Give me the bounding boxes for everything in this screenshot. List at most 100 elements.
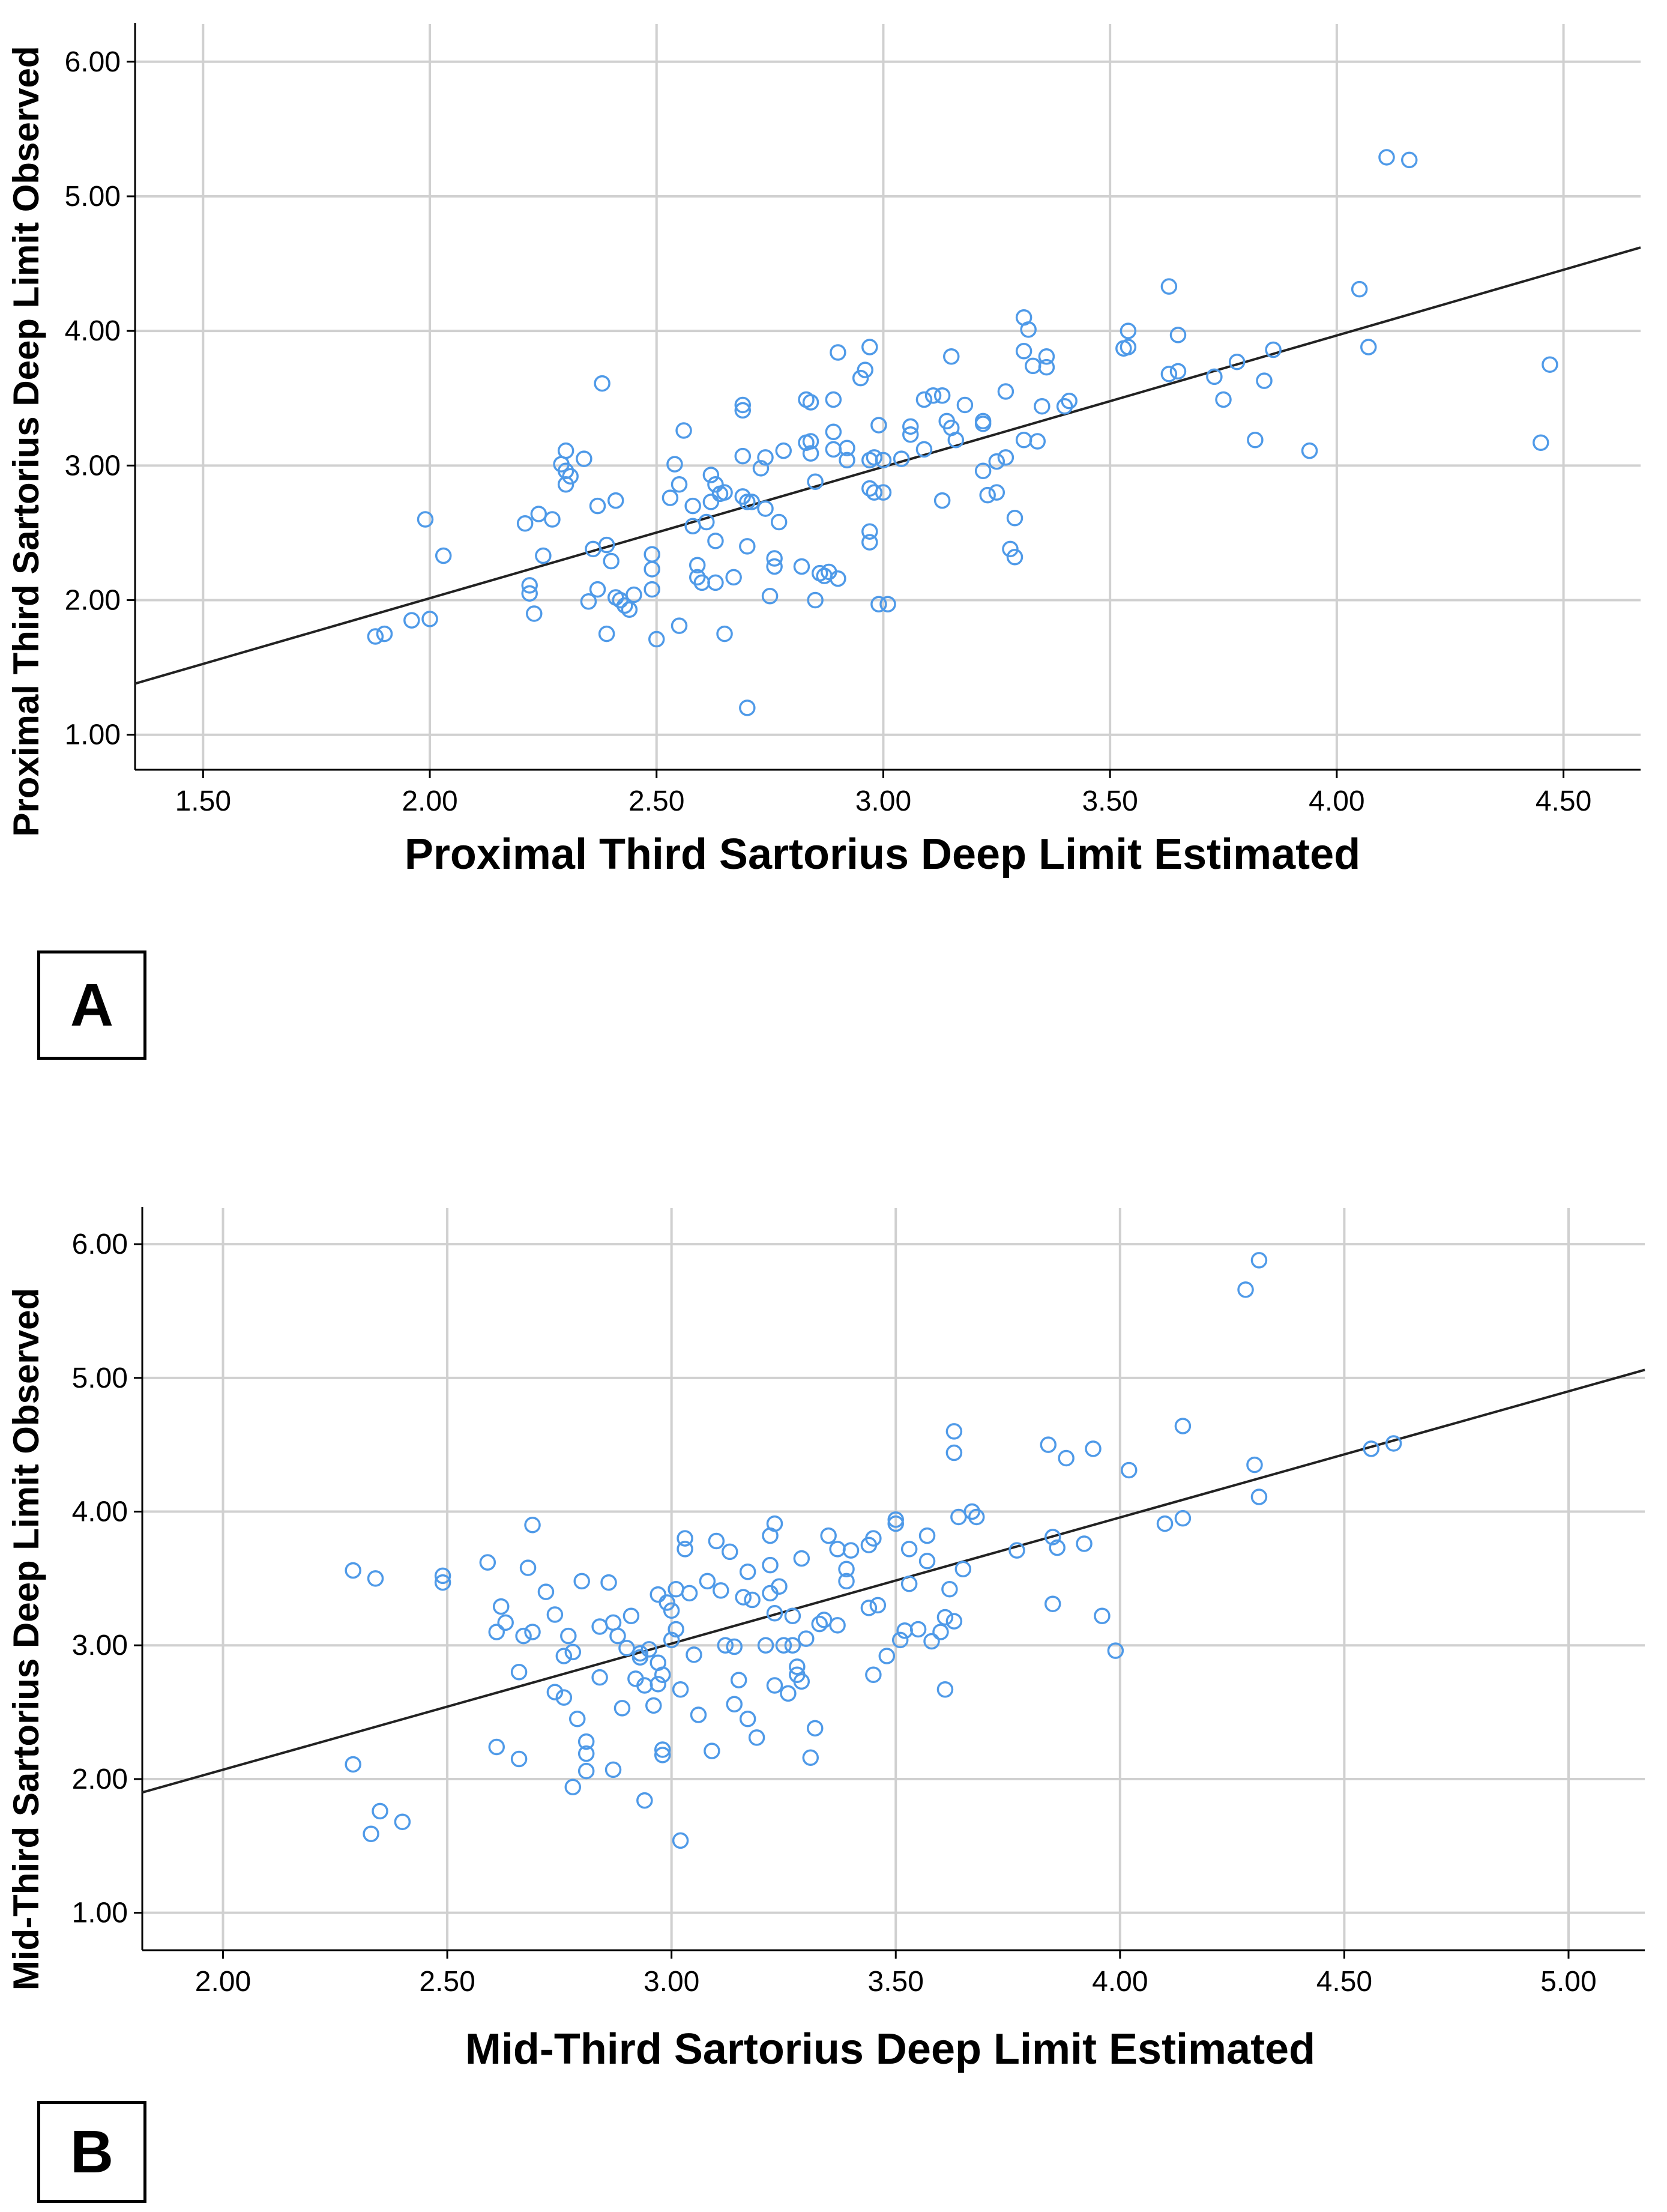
data-point	[861, 534, 878, 551]
y-tick-label: 3.00	[65, 450, 121, 482]
data-point	[739, 494, 756, 510]
data-point	[555, 1689, 573, 1706]
data-point	[1038, 348, 1055, 365]
data-point	[945, 1423, 963, 1440]
data-point	[954, 1561, 972, 1578]
data-point	[739, 538, 756, 555]
data-point	[1020, 321, 1037, 338]
data-point	[421, 611, 438, 627]
data-point	[762, 1556, 779, 1574]
grid-b	[142, 1208, 1645, 1950]
data-point	[544, 511, 561, 528]
data-point	[1301, 442, 1318, 459]
data-point	[672, 1681, 689, 1698]
data-point	[909, 1621, 927, 1638]
data-point	[1044, 1595, 1061, 1612]
data-point	[560, 1627, 577, 1645]
data-point	[1015, 343, 1032, 360]
x-tick-label: 2.50	[629, 785, 684, 817]
data-point	[662, 489, 679, 506]
data-point	[488, 1624, 505, 1640]
grid-a	[135, 24, 1641, 770]
data-point	[852, 369, 869, 387]
y-tick-label: 1.00	[72, 1897, 128, 1929]
data-point	[591, 1618, 608, 1635]
data-point	[974, 462, 992, 480]
data-point	[1400, 151, 1418, 169]
data-point	[730, 1672, 747, 1688]
data-point	[557, 476, 574, 493]
data-point	[866, 449, 883, 466]
data-point	[654, 1666, 671, 1683]
data-point	[943, 348, 960, 365]
data-point	[591, 1669, 608, 1686]
data-point	[878, 1648, 896, 1664]
data-point	[941, 1580, 958, 1598]
x-axis-label: Proximal Third Sartorius Deep Limit Esti…	[405, 830, 1360, 878]
figure-panel-b: 2.00 2.50 3.00 3.50 4.00 4.50 5.00 1.00 2.00 3.00…	[0, 1081, 1667, 2209]
x-tick-label: 2.00	[402, 785, 457, 817]
data-point	[699, 1573, 716, 1590]
data-point	[345, 1562, 361, 1579]
data-point	[748, 1729, 765, 1746]
data-point	[936, 1681, 954, 1698]
data-point	[577, 1733, 595, 1750]
data-point	[1061, 392, 1078, 409]
data-point	[1256, 372, 1273, 389]
data-point	[757, 1637, 774, 1654]
data-point	[367, 1570, 384, 1587]
data-point	[739, 700, 756, 716]
data-point	[726, 1696, 743, 1712]
data-point	[744, 1591, 761, 1609]
data-point	[666, 456, 683, 473]
x-tick-label: 4.50	[1536, 785, 1591, 817]
data-point	[1044, 1529, 1061, 1546]
data-point	[924, 387, 942, 404]
data-point	[771, 1578, 788, 1595]
data-point	[1058, 1449, 1075, 1467]
data-point	[1094, 1607, 1111, 1624]
data-point	[1160, 278, 1178, 295]
data-point	[524, 1517, 541, 1534]
data-point	[830, 570, 846, 587]
data-point	[1215, 391, 1232, 408]
data-point	[1169, 363, 1187, 380]
data-point	[825, 391, 842, 408]
y-tick-label: 6.00	[65, 46, 121, 78]
y-axis-label: Proximal Third Sartorius Deep Limit Obse…	[6, 46, 46, 836]
y-tick-label: 5.00	[65, 181, 121, 213]
data-point	[915, 391, 933, 408]
data-point	[1169, 327, 1187, 343]
data-point	[861, 523, 878, 540]
data-point	[707, 533, 724, 549]
data-point	[802, 1749, 819, 1766]
data-point	[857, 361, 873, 378]
data-point	[829, 1541, 846, 1558]
data-point	[716, 484, 733, 501]
data-point	[626, 586, 642, 603]
data-point	[807, 473, 824, 490]
data-point	[1006, 549, 1023, 566]
data-point	[933, 492, 951, 509]
data-point	[735, 1589, 752, 1606]
data-point	[546, 1684, 564, 1700]
data-point	[806, 1720, 824, 1737]
data-point	[1024, 357, 1041, 375]
data-point	[1542, 356, 1558, 373]
x-tick-label: 4.00	[1309, 785, 1364, 817]
axes-a	[134, 23, 1641, 771]
data-point	[945, 1444, 963, 1461]
data-point	[734, 396, 752, 414]
data-point	[510, 1750, 528, 1768]
data-point	[1076, 1535, 1093, 1552]
data-point	[1265, 341, 1282, 358]
data-point	[793, 558, 810, 575]
data-point	[900, 1576, 918, 1592]
data-point	[798, 1630, 815, 1647]
data-point	[621, 601, 638, 618]
data-point	[650, 1586, 666, 1603]
data-point	[997, 449, 1014, 466]
data-point	[766, 1677, 783, 1694]
data-point	[1378, 149, 1395, 166]
x-tick-label: 1.50	[175, 785, 231, 817]
